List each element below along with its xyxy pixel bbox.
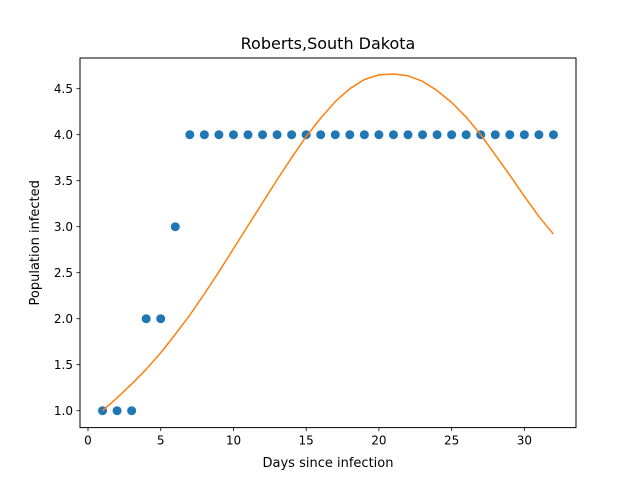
y-tick-label: 4.0 bbox=[54, 128, 73, 142]
scatter-point bbox=[199, 130, 209, 140]
fitted-curve-line bbox=[102, 73, 555, 412]
scatter-point bbox=[330, 130, 340, 140]
scatter-point bbox=[374, 130, 384, 140]
scatter-point bbox=[418, 130, 428, 140]
scatter-point bbox=[505, 130, 515, 140]
y-tick-label: 2.0 bbox=[54, 312, 73, 326]
scatter-point bbox=[534, 130, 544, 140]
x-tick-label: 0 bbox=[84, 434, 92, 448]
scatter-point bbox=[432, 130, 442, 140]
scatter-point bbox=[461, 130, 471, 140]
x-tick-label: 15 bbox=[299, 434, 314, 448]
scatter-point bbox=[548, 130, 558, 140]
x-tick-label: 25 bbox=[444, 434, 459, 448]
y-tick-label: 4.5 bbox=[54, 82, 73, 96]
x-axis-label: Days since infection bbox=[263, 456, 394, 471]
x-tick-label: 10 bbox=[226, 434, 241, 448]
y-axis-label: Population infected bbox=[28, 180, 43, 305]
y-tick-label: 1.0 bbox=[54, 404, 73, 418]
axes-frame bbox=[79, 57, 577, 429]
y-axis-ticks: 1.0 1.5 2.0 2.5 3.0 3.5 4.0 4.5 bbox=[54, 82, 80, 418]
scatter-point bbox=[228, 130, 238, 140]
scatter-point bbox=[170, 222, 180, 232]
x-tick-label: 30 bbox=[517, 434, 532, 448]
y-tick-label: 2.5 bbox=[54, 266, 73, 280]
scatter-point bbox=[388, 130, 398, 140]
x-axis-ticks: 0 5 10 15 20 25 30 bbox=[84, 427, 532, 448]
scatter-point bbox=[156, 314, 166, 324]
scatter-point bbox=[287, 130, 297, 140]
scatter-point bbox=[403, 130, 413, 140]
scatter-point bbox=[127, 406, 137, 416]
y-tick-label: 3.0 bbox=[54, 220, 73, 234]
y-tick-label: 3.5 bbox=[54, 174, 73, 188]
scatter-point bbox=[185, 130, 195, 140]
scatter-point bbox=[301, 130, 311, 140]
chart-title: Roberts,South Dakota bbox=[241, 34, 416, 53]
scatter-point bbox=[243, 130, 253, 140]
scatter-point bbox=[112, 406, 122, 416]
scatter-point bbox=[258, 130, 268, 140]
y-tick-label: 1.5 bbox=[54, 358, 73, 372]
scatter-point bbox=[490, 130, 500, 140]
x-tick-label: 5 bbox=[157, 434, 165, 448]
scatter-point bbox=[214, 130, 224, 140]
scatter-point bbox=[345, 130, 355, 140]
plot-area bbox=[98, 73, 558, 416]
scatter-point bbox=[272, 130, 282, 140]
scatter-point bbox=[316, 130, 326, 140]
x-tick-label: 20 bbox=[371, 434, 386, 448]
scatter-point bbox=[141, 314, 151, 324]
scatter-point bbox=[519, 130, 529, 140]
scatter-point bbox=[359, 130, 369, 140]
scatter-point bbox=[447, 130, 457, 140]
